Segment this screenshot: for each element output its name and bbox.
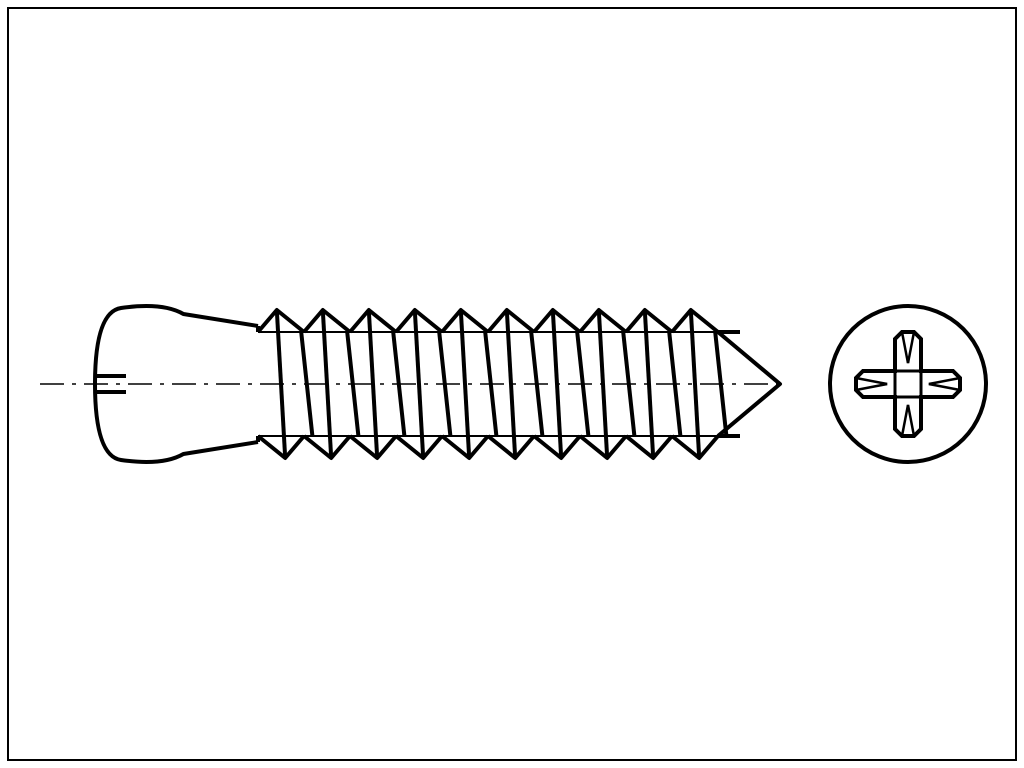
thread-crest-top: [396, 310, 442, 332]
thread-crest-top: [350, 310, 396, 332]
thread-crest-bottom: [488, 436, 534, 458]
thread-crest-bottom: [350, 436, 396, 458]
screw-head-top-view: [830, 306, 986, 462]
head-outline-bottom: [95, 384, 258, 462]
thread-crest-bottom: [258, 436, 304, 458]
thread-crest-top: [488, 310, 534, 332]
thread-crest-top: [258, 310, 304, 332]
thread-crest-bottom: [442, 436, 488, 458]
thread-crest-top: [304, 310, 350, 332]
thread-crest-bottom: [304, 436, 350, 458]
thread-crest-bottom: [626, 436, 672, 458]
thread-crest-bottom: [534, 436, 580, 458]
thread-crest-top: [672, 310, 718, 332]
screw-technical-drawing: [0, 0, 1024, 768]
thread-crest-bottom: [396, 436, 442, 458]
thread-crest-bottom: [580, 436, 626, 458]
thread-crest-top: [580, 310, 626, 332]
thread-crest-top: [626, 310, 672, 332]
thread-crest-top: [534, 310, 580, 332]
thread-crest-bottom: [672, 436, 718, 458]
thread-crest-top: [442, 310, 488, 332]
head-circle: [830, 306, 986, 462]
head-outline-top: [95, 306, 258, 384]
